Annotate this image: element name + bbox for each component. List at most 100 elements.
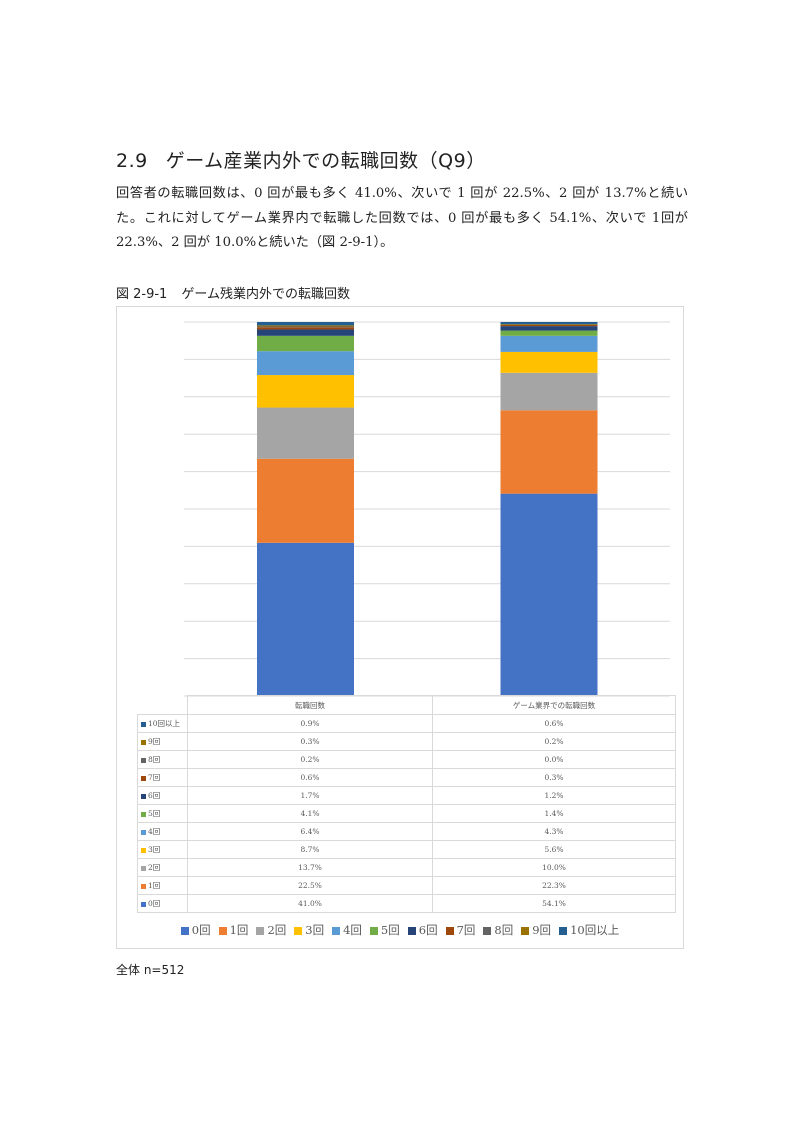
table-row-header: 5回 bbox=[137, 804, 188, 823]
table-column-header: ゲーム業界での転職回数 bbox=[432, 695, 676, 715]
series-label: 10回以上 bbox=[148, 719, 181, 728]
table-row: 1回 22.5% 22.3% bbox=[137, 876, 676, 895]
legend-item: 6回 bbox=[407, 922, 438, 938]
table-cell: 1.2% bbox=[432, 786, 676, 805]
bar-segment bbox=[500, 324, 598, 325]
table-cell: 0.3% bbox=[187, 732, 433, 751]
series-swatch bbox=[141, 739, 146, 745]
table-cell: 0.9% bbox=[187, 714, 433, 733]
table-row: 10回以上 0.9% 0.6% bbox=[137, 714, 676, 733]
table-cell: 8.7% bbox=[187, 840, 433, 859]
body-paragraph: 回答者の転職回数は、0 回が最も多く 41.0%、次いで 1 回が 22.5%、… bbox=[116, 182, 688, 256]
bar-segment bbox=[257, 542, 354, 696]
table-row-header: 6回 bbox=[137, 786, 188, 805]
series-label: 1回 bbox=[148, 881, 161, 890]
legend-swatch bbox=[180, 927, 189, 935]
table-row: 3回 8.7% 5.6% bbox=[137, 840, 676, 859]
table-cell: 5.6% bbox=[432, 840, 676, 859]
series-swatch bbox=[141, 757, 146, 763]
table-cell: 0.0% bbox=[432, 750, 676, 769]
table-row-header: 0回 bbox=[137, 894, 188, 913]
series-label: 9回 bbox=[148, 737, 161, 746]
series-swatch bbox=[141, 865, 146, 871]
series-swatch bbox=[141, 811, 146, 817]
table-cell: 0.2% bbox=[432, 732, 676, 751]
table-corner bbox=[137, 695, 188, 715]
section-heading: 2.9 ゲーム産業内外での転職回数（Q9） bbox=[116, 146, 486, 173]
section-number: 2.9 bbox=[116, 150, 148, 172]
legend-item: 8回 bbox=[483, 922, 513, 938]
series-label: 0回 bbox=[148, 899, 161, 908]
table-row-header: 7回 bbox=[137, 768, 188, 787]
figure-title: ゲーム残業内外での転職回数 bbox=[181, 287, 350, 302]
table-row-header: 1回 bbox=[137, 876, 188, 895]
table-row: 0回 41.0% 54.1% bbox=[137, 894, 676, 913]
bar-segment bbox=[257, 325, 354, 327]
table-cell: 4.1% bbox=[187, 804, 433, 823]
legend-item: 10回以上 bbox=[559, 922, 619, 938]
legend-label: 2回 bbox=[267, 923, 287, 937]
figure-caption: 図 2-9-1 ゲーム残業内外での転職回数 bbox=[116, 283, 350, 302]
table-row: 8回 0.2% 0.0% bbox=[137, 750, 676, 769]
series-label: 2回 bbox=[148, 863, 161, 872]
series-label: 5回 bbox=[148, 809, 161, 818]
table-cell: 54.1% bbox=[432, 894, 676, 913]
legend-item: 7回 bbox=[445, 922, 475, 938]
table-cell: 1.7% bbox=[187, 786, 433, 805]
paragraph-line-1: 回答者の転職回数は、0 回が最も多く 41.0%、次いで 1 回が 22.5%、… bbox=[116, 186, 675, 201]
table-row: 6回 1.7% 1.2% bbox=[137, 786, 676, 805]
bar-segment bbox=[500, 324, 598, 327]
bar-segment bbox=[257, 458, 354, 543]
series-label: 7回 bbox=[148, 773, 161, 782]
legend-label: 1回 bbox=[229, 923, 249, 937]
legend-label: 5回 bbox=[380, 923, 400, 937]
legend-swatch bbox=[521, 927, 530, 935]
bar-segment bbox=[257, 375, 354, 408]
table-row: 2回 13.7% 10.0% bbox=[137, 858, 676, 877]
series-swatch bbox=[141, 793, 146, 799]
legend-label: 6回 bbox=[418, 923, 438, 937]
table-cell: 13.7% bbox=[187, 858, 433, 877]
bar-segment bbox=[257, 335, 354, 352]
series-swatch bbox=[141, 847, 146, 853]
paragraph-line-2: いた。これに対してゲーム業界内で転職した回数では、0 回が最も多く 54.1%、… bbox=[116, 186, 688, 226]
series-label: 8回 bbox=[148, 755, 161, 764]
bar-segment bbox=[257, 329, 354, 336]
legend-label: 10回以上 bbox=[570, 923, 620, 937]
legend-swatch bbox=[294, 927, 303, 935]
table-row-header: 2回 bbox=[137, 858, 188, 877]
table-cell: 0.2% bbox=[187, 750, 433, 769]
series-swatch bbox=[141, 721, 146, 727]
table-row: 9回 0.3% 0.2% bbox=[137, 732, 676, 751]
bar-segment bbox=[500, 493, 598, 696]
table-row-header: 8回 bbox=[137, 750, 188, 769]
chart-data-table: 転職回数 ゲーム業界での転職回数 10回以上 0.9% 0.6% 9回 0.3% 0.2% 8回… bbox=[137, 695, 676, 913]
bar-segment bbox=[257, 322, 354, 326]
table-column-header: 転職回数 bbox=[187, 695, 433, 715]
bar-segment bbox=[500, 335, 598, 352]
table-row-header: 9回 bbox=[137, 732, 188, 751]
legend-item: 5回 bbox=[369, 922, 400, 938]
legend-swatch bbox=[445, 927, 454, 935]
table-cell: 22.3% bbox=[432, 876, 676, 895]
table-row: 4回 6.4% 4.3% bbox=[137, 822, 676, 841]
table-cell: 1.4% bbox=[432, 804, 676, 823]
legend-label: 8回 bbox=[494, 923, 514, 937]
legend-label: 9回 bbox=[532, 923, 552, 937]
legend-swatch bbox=[332, 927, 341, 935]
legend-label: 0回 bbox=[191, 923, 211, 937]
table-row-header: 4回 bbox=[137, 822, 188, 841]
table-row-header: 10回以上 bbox=[137, 714, 188, 733]
bar-segment bbox=[257, 327, 354, 330]
legend-swatch bbox=[256, 927, 265, 935]
legend-swatch bbox=[483, 927, 492, 935]
table-cell: 6.4% bbox=[187, 822, 433, 841]
legend-item: 9回 bbox=[521, 922, 551, 938]
table-row: 7回 0.6% 0.3% bbox=[137, 768, 676, 787]
figure-number: 図 2-9-1 bbox=[116, 287, 168, 302]
legend-swatch bbox=[369, 927, 378, 935]
legend-item: 2回 bbox=[256, 922, 286, 938]
bar-segment bbox=[500, 351, 598, 373]
paragraph-line-3: 回が 22.3%、2 回が 10.0%と続いた（図 2-9-1）。 bbox=[116, 210, 688, 251]
table-row-header: 3回 bbox=[137, 840, 188, 859]
